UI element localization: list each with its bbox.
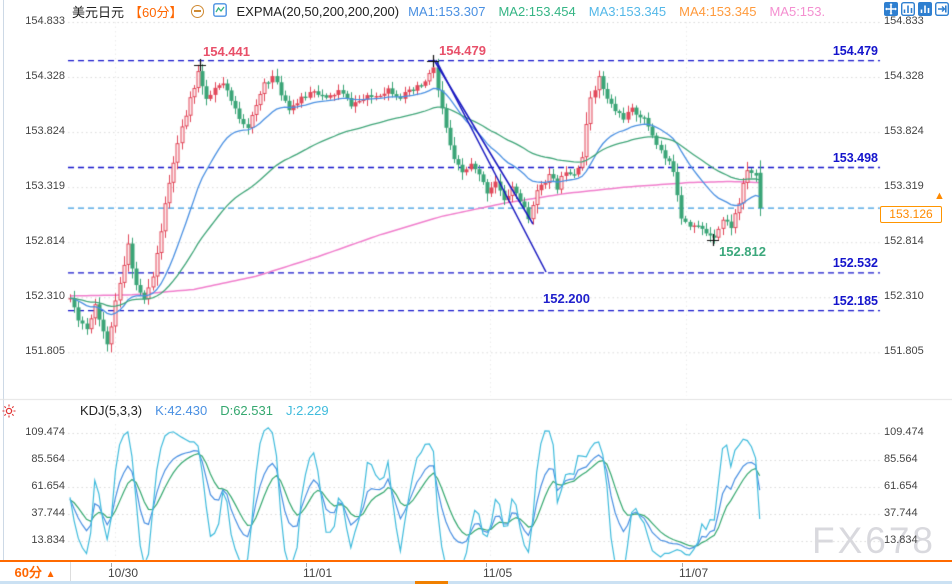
chart-app: FX678 美元日元 【60分】 EXPMA(20,50,200,200,200… <box>0 0 952 584</box>
price-kdj-chart[interactable] <box>0 0 952 584</box>
